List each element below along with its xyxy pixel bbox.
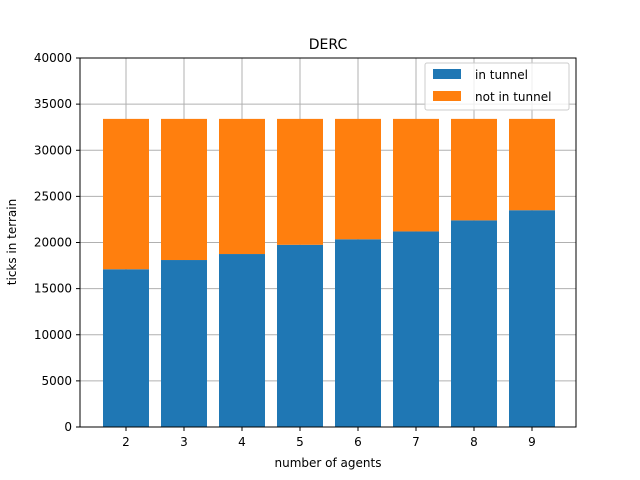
- y-tick-label: 25000: [34, 189, 72, 203]
- bar-in-tunnel-9: [509, 210, 555, 427]
- chart-title: DERC: [309, 37, 348, 53]
- bar-not-in-tunnel-4: [219, 118, 265, 255]
- y-tick-label: 15000: [34, 282, 72, 296]
- legend: in tunnel not in tunnel: [424, 62, 570, 111]
- bar-not-in-tunnel-2: [103, 118, 149, 270]
- bar-not-in-tunnel-3: [161, 118, 207, 261]
- bar-in-tunnel-6: [335, 239, 381, 427]
- y-axis: 0 5000 10000 15000 20000 25000 30000 35000 40000: [34, 51, 80, 434]
- x-tick-label: 8: [470, 435, 478, 449]
- x-tick-label: 3: [180, 435, 188, 449]
- x-axis-label: number of agents: [275, 456, 382, 470]
- legend-label-in-tunnel: in tunnel: [475, 68, 528, 82]
- legend-label-not-in-tunnel: not in tunnel: [475, 90, 551, 104]
- grid: [80, 57, 576, 428]
- y-tick-label: 35000: [34, 97, 72, 111]
- y-tick-label: 30000: [34, 143, 72, 157]
- y-tick-label: 0: [64, 420, 72, 434]
- bar-in-tunnel-2: [103, 269, 149, 427]
- x-tick-label: 4: [238, 435, 246, 449]
- bar-not-in-tunnel-8: [451, 118, 497, 221]
- x-tick-label: 2: [122, 435, 130, 449]
- legend-swatch-in-tunnel: [433, 69, 461, 79]
- bar-in-tunnel-7: [393, 231, 439, 427]
- x-tick-label: 9: [528, 435, 536, 449]
- x-tick-label: 5: [296, 435, 304, 449]
- y-tick-label: 20000: [34, 236, 72, 250]
- bar-not-in-tunnel-9: [509, 118, 555, 211]
- bar-in-tunnel-3: [161, 260, 207, 427]
- y-axis-label: ticks in terrain: [5, 199, 19, 285]
- x-tick-label: 6: [354, 435, 362, 449]
- bar-not-in-tunnel-7: [393, 118, 439, 232]
- bar-in-tunnel-4: [219, 254, 265, 427]
- y-tick-label: 10000: [34, 328, 72, 342]
- bars: [103, 118, 555, 427]
- y-tick-label: 5000: [41, 374, 72, 388]
- bar-not-in-tunnel-5: [277, 118, 323, 245]
- bar-in-tunnel-5: [277, 244, 323, 427]
- legend-swatch-not-in-tunnel: [433, 91, 461, 101]
- y-tick-label: 40000: [34, 51, 72, 65]
- bar-in-tunnel-8: [451, 220, 497, 427]
- x-tick-label: 7: [412, 435, 420, 449]
- x-axis: 2 3 4 5 6 7 8 9: [122, 427, 536, 449]
- bar-not-in-tunnel-6: [335, 118, 381, 240]
